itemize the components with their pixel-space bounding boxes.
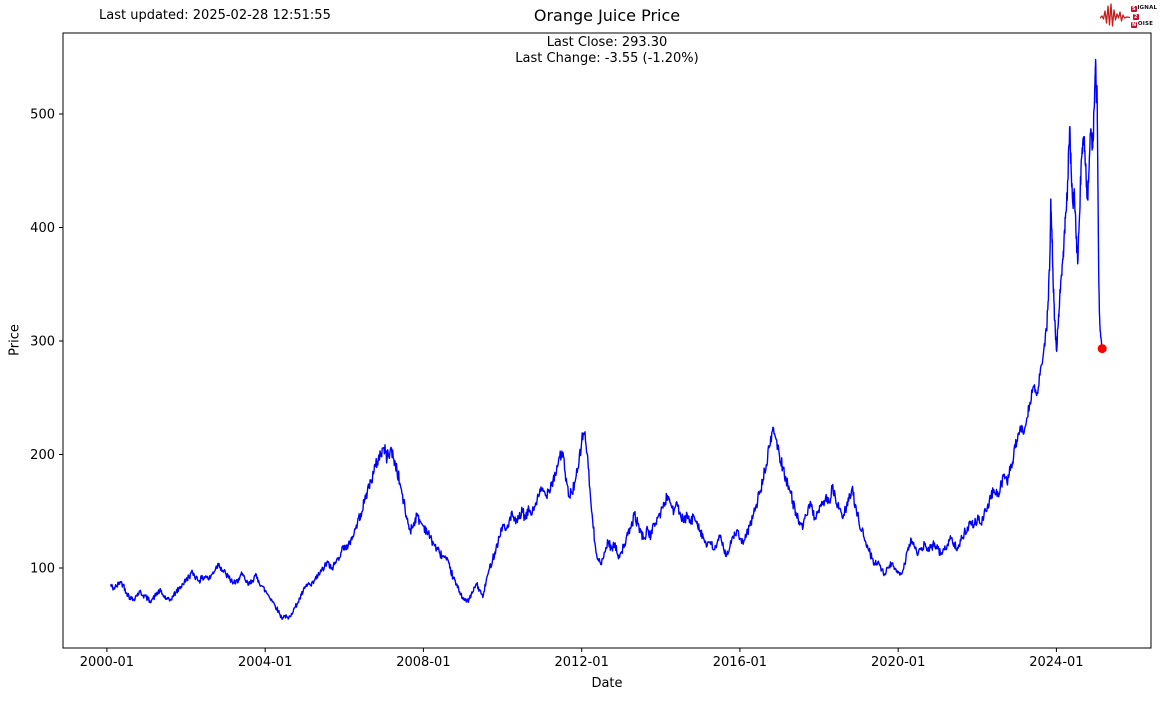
x-tick-label: 2020-01 <box>871 655 925 670</box>
logo-letter-n: N <box>1131 21 1138 28</box>
chart-title: Orange Juice Price <box>533 6 681 25</box>
logo-letter-s: S <box>1131 5 1137 12</box>
logo-word-noise: OISE <box>1137 21 1154 28</box>
logo-text: S IGNAL 2 N OISE <box>1131 5 1157 29</box>
x-tick-label: 2004-01 <box>238 655 292 670</box>
x-tick-label: 2008-01 <box>396 655 450 670</box>
last-change-annotation: Last Change: -3.55 (-1.20%) <box>515 51 699 66</box>
y-tick-label: 200 <box>30 448 55 463</box>
y-axis-label: Price <box>7 324 23 356</box>
y-tick-label: 300 <box>30 335 55 350</box>
x-tick-label: 2016-01 <box>713 655 767 670</box>
logo-word-signal: IGNAL <box>1137 5 1158 12</box>
y-tick-label: 400 <box>30 221 55 236</box>
price-line <box>110 58 1103 620</box>
x-tick-label: 2012-01 <box>555 655 609 670</box>
logo-letter-2: 2 <box>1133 13 1139 20</box>
signal2noise-logo: S IGNAL 2 N OISE <box>1099 2 1157 32</box>
y-tick-label: 100 <box>30 562 55 577</box>
last-close-annotation: Last Close: 293.30 <box>546 35 668 50</box>
waveform-icon <box>1099 2 1131 32</box>
last-price-marker <box>1097 344 1107 354</box>
last-updated-text: Last updated: 2025-02-28 12:51:55 <box>99 8 331 23</box>
x-tick-label: 2024-01 <box>1029 655 1083 670</box>
x-tick-label: 2000-01 <box>80 655 134 670</box>
y-tick-label: 500 <box>30 108 55 123</box>
x-axis-label: Date <box>591 676 623 691</box>
axes-spines <box>62 32 1152 649</box>
